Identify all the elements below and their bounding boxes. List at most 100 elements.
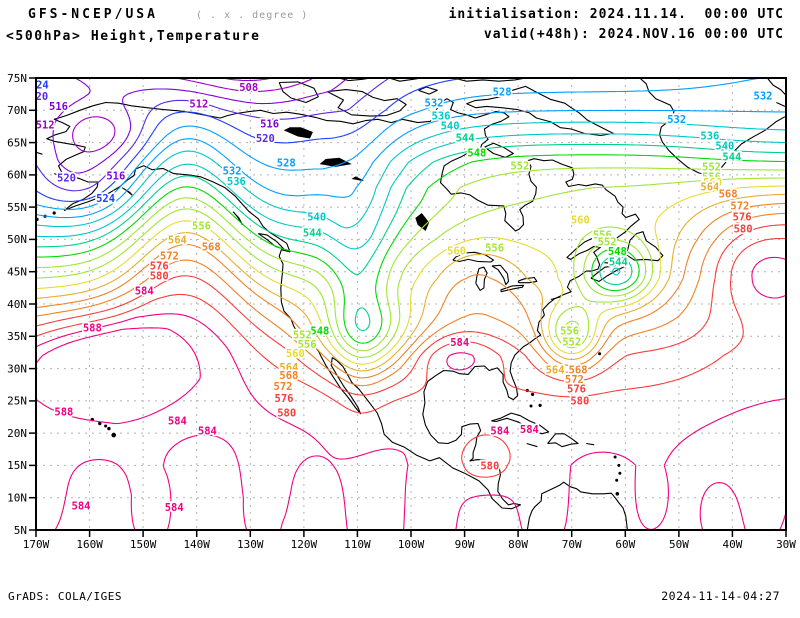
- svg-text:564: 564: [546, 364, 565, 376]
- svg-text:560: 560: [286, 348, 305, 360]
- svg-text:544: 544: [609, 257, 628, 269]
- init-time-label: initialisation: 2024.11.14. 00:00 UTC: [448, 7, 784, 22]
- svg-text:552: 552: [510, 160, 529, 172]
- svg-text:516: 516: [49, 101, 68, 113]
- svg-text:528: 528: [493, 87, 512, 99]
- svg-text:572: 572: [730, 200, 749, 212]
- svg-text:564: 564: [168, 235, 187, 247]
- svg-text:520: 520: [29, 91, 48, 103]
- lakes: [36, 127, 622, 496]
- svg-text:512: 512: [189, 98, 208, 110]
- svg-text:576: 576: [567, 384, 586, 396]
- svg-text:572: 572: [274, 381, 293, 393]
- svg-text:70N: 70N: [7, 104, 27, 117]
- svg-text:540: 540: [441, 120, 460, 132]
- svg-text:516: 516: [260, 118, 279, 130]
- svg-text:580: 580: [150, 271, 169, 283]
- svg-text:580: 580: [570, 395, 589, 407]
- svg-text:140W: 140W: [183, 538, 210, 551]
- svg-text:544: 544: [303, 228, 322, 240]
- svg-text:5N: 5N: [14, 524, 27, 537]
- svg-text:552: 552: [293, 330, 312, 342]
- svg-text:55N: 55N: [7, 201, 27, 214]
- svg-text:576: 576: [150, 260, 169, 272]
- svg-text:568: 568: [719, 189, 738, 201]
- svg-text:564: 564: [700, 182, 719, 194]
- svg-text:548: 548: [608, 246, 627, 258]
- svg-text:40W: 40W: [722, 538, 742, 551]
- resolution-note: ( . x . degree ): [196, 10, 309, 21]
- svg-text:580: 580: [277, 408, 296, 420]
- svg-text:580: 580: [734, 224, 753, 236]
- svg-text:508: 508: [239, 82, 258, 94]
- svg-text:588: 588: [54, 406, 73, 418]
- svg-text:10N: 10N: [7, 492, 27, 505]
- svg-text:580: 580: [480, 461, 499, 473]
- svg-text:584: 584: [135, 286, 154, 298]
- valid-time-label: valid(+48h): 2024.NOV.16 00:00 UTC: [483, 27, 784, 42]
- svg-text:532: 532: [425, 98, 444, 110]
- axis-ticks: [29, 77, 787, 537]
- svg-text:20N: 20N: [7, 427, 27, 440]
- svg-text:588: 588: [83, 322, 102, 334]
- svg-text:110W: 110W: [344, 538, 371, 551]
- svg-text:536: 536: [227, 176, 246, 188]
- svg-text:584: 584: [198, 426, 217, 438]
- svg-text:584: 584: [165, 502, 184, 514]
- svg-text:560: 560: [447, 246, 466, 258]
- svg-text:576: 576: [275, 393, 294, 405]
- svg-text:552: 552: [562, 337, 581, 349]
- svg-text:540: 540: [715, 140, 734, 152]
- svg-text:60W: 60W: [615, 538, 635, 551]
- svg-text:50W: 50W: [669, 538, 689, 551]
- svg-text:512: 512: [36, 120, 55, 132]
- svg-text:584: 584: [490, 426, 509, 438]
- svg-text:576: 576: [733, 211, 752, 223]
- svg-text:548: 548: [310, 326, 329, 338]
- svg-text:520: 520: [57, 173, 76, 185]
- svg-text:556: 556: [593, 229, 612, 241]
- svg-text:584: 584: [72, 501, 91, 513]
- creation-timestamp: 2024-11-14-04:27: [661, 589, 780, 603]
- height-contours: [36, 78, 786, 530]
- svg-text:544: 544: [722, 151, 741, 163]
- svg-text:532: 532: [667, 114, 686, 126]
- svg-text:564: 564: [279, 362, 298, 374]
- svg-text:170W: 170W: [23, 538, 50, 551]
- svg-text:560: 560: [571, 215, 590, 227]
- svg-text:524: 524: [96, 193, 115, 205]
- svg-text:516: 516: [106, 171, 125, 183]
- svg-text:30W: 30W: [776, 538, 796, 551]
- svg-text:75N: 75N: [7, 72, 27, 85]
- chart-subtitle: <500hPa> Height,Temperature: [6, 29, 261, 44]
- svg-text:524: 524: [30, 80, 49, 92]
- svg-text:552: 552: [598, 237, 617, 249]
- svg-text:150W: 150W: [130, 538, 157, 551]
- svg-text:572: 572: [160, 251, 179, 263]
- page-title: GFS-NCEP/USA: [28, 7, 158, 22]
- svg-text:15N: 15N: [7, 459, 27, 472]
- svg-text:65N: 65N: [7, 136, 27, 149]
- svg-text:556: 556: [702, 171, 721, 183]
- svg-text:520: 520: [256, 133, 275, 145]
- svg-text:556: 556: [298, 339, 317, 351]
- svg-text:40N: 40N: [7, 298, 27, 311]
- svg-text:584: 584: [520, 424, 539, 436]
- svg-text:556: 556: [192, 220, 211, 232]
- svg-text:532: 532: [223, 166, 242, 178]
- svg-text:30N: 30N: [7, 362, 27, 375]
- svg-text:100W: 100W: [398, 538, 425, 551]
- svg-text:548: 548: [467, 147, 486, 159]
- svg-text:120W: 120W: [291, 538, 318, 551]
- svg-text:60N: 60N: [7, 169, 27, 182]
- svg-text:584: 584: [450, 337, 469, 349]
- svg-text:568: 568: [202, 242, 221, 254]
- contour-labels: 5245205165125085125165205165205245285325…: [29, 78, 774, 516]
- svg-text:528: 528: [277, 158, 296, 170]
- axis-labels: 75N 70N 65N 60N 55N 50N 45N 40N 35N 30N 25N 20N 15N 1…: [7, 72, 796, 551]
- svg-text:540: 540: [307, 211, 326, 223]
- svg-text:70W: 70W: [562, 538, 582, 551]
- svg-text:35N: 35N: [7, 330, 27, 343]
